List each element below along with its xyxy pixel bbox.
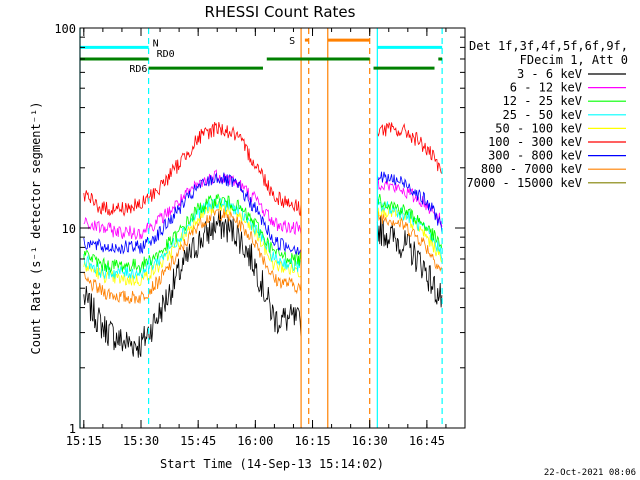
legend: Det 1f,3f,4f,5f,6f,9f, FDecim 1, Att 0 3…: [466, 39, 628, 190]
footer-timestamp: 22-Oct-2021 08:06: [544, 468, 636, 478]
y-tick-label: 10: [62, 222, 76, 236]
legend-entry-label: 25 - 50 keV: [503, 108, 582, 122]
legend-entry-label: 12 - 25 keV: [503, 94, 582, 108]
x-tick-label: 16:00: [237, 434, 273, 448]
x-tick-label: 15:45: [180, 434, 216, 448]
series-line: [83, 171, 443, 255]
legend-entry-label: 800 - 7000 keV: [481, 162, 582, 176]
legend-entry-label: 3 - 6 keV: [517, 67, 582, 81]
flag-label: N: [153, 38, 159, 49]
legend-entry-label: 7000 - 15000 keV: [466, 176, 582, 190]
legend-header-line-1: Det 1f,3f,4f,5f,6f,9f,: [469, 39, 628, 53]
legend-entry-label: 300 - 800 keV: [488, 149, 582, 163]
series-line: [83, 121, 443, 217]
flag-label: RD0: [157, 49, 175, 60]
series-line: [83, 210, 443, 358]
flag-label: S: [289, 36, 295, 47]
legend-header-line-2: FDecim 1, Att 0: [520, 53, 628, 67]
x-tick-label: 15:30: [123, 434, 159, 448]
flag-label: RD6: [129, 64, 147, 75]
legend-entry-label: 100 - 300 keV: [488, 135, 582, 149]
y-tick-label: 100: [54, 22, 76, 36]
y-axis-label: Count Rate (s⁻¹ detector segment⁻¹): [29, 102, 43, 355]
x-tick-label: 16:45: [409, 434, 445, 448]
series-line: [83, 208, 443, 304]
series-line: [83, 193, 443, 274]
x-axis-label: Start Time (14-Sep-13 15:14:02): [160, 457, 384, 471]
chart-title: RHESSI Count Rates: [205, 3, 356, 21]
legend-entry-label: 50 - 100 keV: [495, 121, 582, 135]
x-tick-label: 16:15: [294, 434, 330, 448]
x-tick-label: 15:15: [66, 434, 102, 448]
legend-entry-label: 6 - 12 keV: [510, 81, 582, 95]
x-tick-label: 16:30: [352, 434, 388, 448]
y-tick-label: 1: [69, 422, 76, 436]
